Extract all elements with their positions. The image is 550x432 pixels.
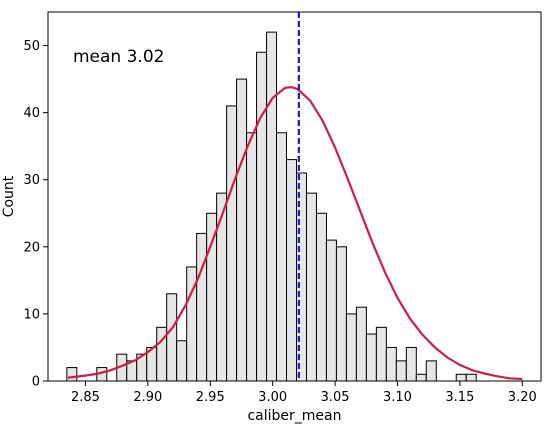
histogram-bar	[335, 246, 347, 382]
histogram-bar	[196, 232, 208, 382]
histogram-bar	[226, 105, 238, 382]
histogram-bar	[286, 159, 297, 382]
histogram-bar	[166, 293, 178, 382]
histogram-bar	[405, 346, 417, 382]
y-axis-ticks: 0 10 20 30 40 50	[23, 39, 48, 390]
histogram-bar	[355, 306, 367, 382]
x-axis-label: caliber_mean	[247, 408, 341, 424]
histogram-bar	[236, 78, 248, 382]
histogram-bar	[385, 346, 397, 382]
x-tick-label: 3.20	[508, 390, 537, 405]
x-tick-label: 3.10	[383, 390, 412, 405]
y-tick-label: 50	[23, 39, 40, 54]
x-axis-ticks: 2.85 2.90 2.95 3.00 3.05 3.10 3.15 3.20	[71, 381, 537, 405]
x-tick-label: 2.95	[196, 390, 225, 405]
histogram-bar	[315, 212, 327, 382]
y-tick-label: 10	[23, 307, 40, 322]
histogram-bar	[395, 360, 407, 382]
histogram-bar	[256, 51, 268, 382]
x-tick-label: 2.85	[71, 390, 100, 405]
plot-frame	[47, 11, 542, 382]
x-tick-label: 3.00	[258, 390, 287, 405]
histogram-bar	[266, 31, 278, 382]
histogram-bar	[425, 360, 437, 382]
x-tick-label: 2.90	[133, 390, 162, 405]
x-tick-label: 3.05	[321, 390, 350, 405]
histogram-bar	[325, 239, 337, 382]
histogram-bar	[465, 373, 477, 382]
histogram-bar	[375, 326, 387, 382]
histogram-bar	[206, 212, 218, 382]
histogram-bars	[66, 31, 477, 382]
histogram-bar	[345, 313, 357, 382]
y-axis-label: Count	[1, 175, 17, 217]
histogram-bar	[276, 132, 288, 382]
x-tick-label: 3.15	[445, 390, 474, 405]
histogram-bar	[216, 192, 228, 382]
histogram-bar	[66, 367, 78, 382]
y-tick-label: 0	[32, 375, 40, 390]
density-curve	[67, 86, 523, 381]
mean-annotation: mean 3.02	[73, 47, 164, 67]
histogram-bar	[246, 132, 258, 382]
y-tick-label: 30	[23, 173, 40, 188]
histogram-bar	[365, 333, 377, 382]
histogram-bar	[455, 373, 467, 382]
histogram-bar	[305, 192, 317, 382]
y-tick-label: 40	[23, 106, 40, 121]
histogram-bar	[176, 340, 188, 382]
y-tick-label: 20	[23, 240, 40, 255]
histogram-bar	[415, 373, 427, 382]
